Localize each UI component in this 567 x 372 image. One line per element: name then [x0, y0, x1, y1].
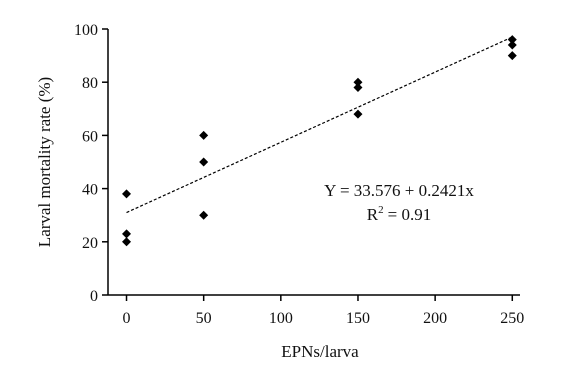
r2-rest: = 0.91	[388, 205, 432, 224]
x-tick-label: 100	[269, 310, 293, 327]
y-tick-label: 100	[74, 22, 98, 39]
point	[353, 77, 363, 87]
trend-line	[126, 36, 513, 214]
r-squared: R2 = 0.91	[367, 204, 431, 224]
point	[507, 35, 517, 45]
y-tick-label: 60	[82, 128, 98, 145]
point	[199, 157, 209, 167]
x-tick-label: 50	[196, 310, 212, 327]
x-tick-label: 150	[346, 310, 370, 327]
equation: Y = 33.576 + 0.2421x	[324, 181, 474, 200]
y-tick-label: 0	[90, 288, 98, 305]
point	[199, 210, 209, 220]
point	[199, 130, 209, 140]
point	[507, 40, 517, 50]
y-tick-label: 80	[82, 75, 98, 92]
y-axis-label: Larval mortality rate (%)	[35, 77, 54, 247]
point	[353, 109, 363, 119]
x-tick-label: 200	[423, 310, 447, 327]
point	[122, 189, 132, 199]
r2-sup: 2	[378, 204, 384, 216]
r2-base: R	[367, 205, 379, 224]
y-tick-label: 20	[82, 235, 98, 252]
x-tick-label: 250	[500, 310, 524, 327]
x-tick-label: 0	[123, 310, 131, 327]
y-tick-label: 40	[82, 182, 98, 199]
x-axis-label: EPNs/larva	[281, 342, 359, 361]
point	[353, 83, 363, 93]
point	[122, 237, 132, 247]
point	[122, 229, 132, 239]
point	[507, 51, 517, 61]
